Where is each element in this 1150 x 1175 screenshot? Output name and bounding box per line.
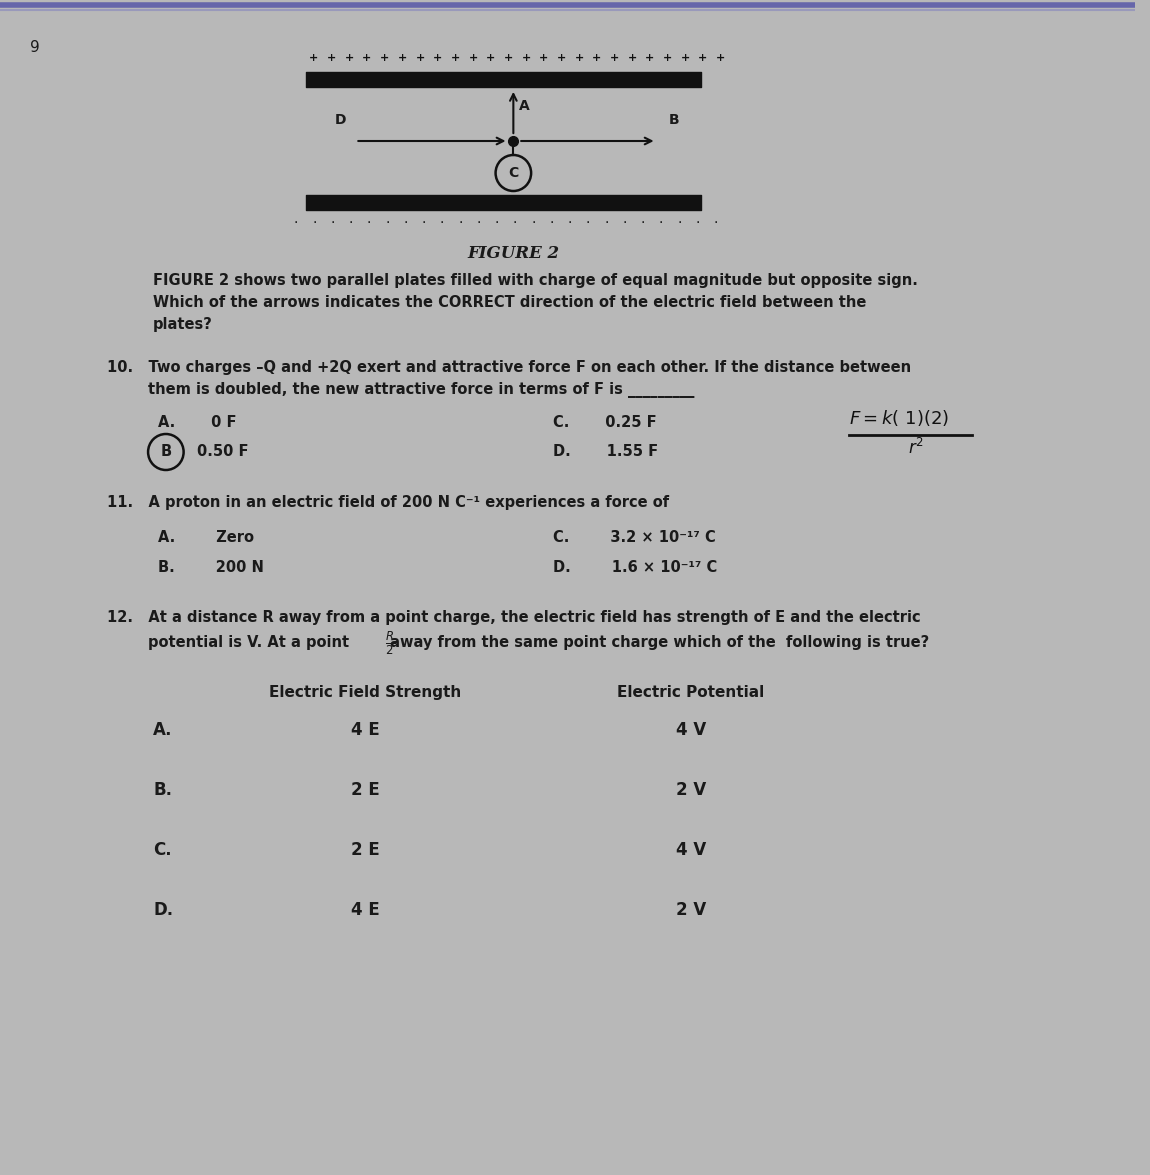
Text: Electric Field Strength: Electric Field Strength — [269, 685, 461, 700]
Text: +: + — [628, 53, 637, 63]
Text: ·: · — [622, 216, 627, 230]
Text: +: + — [698, 53, 707, 63]
Text: +: + — [504, 53, 513, 63]
Text: ·: · — [585, 216, 590, 230]
Text: +: + — [486, 53, 496, 63]
Text: C.: C. — [153, 841, 171, 859]
Text: ·: · — [312, 216, 316, 230]
Text: ·: · — [476, 216, 481, 230]
Text: D.        1.6 × 10⁻¹⁷ C: D. 1.6 × 10⁻¹⁷ C — [553, 560, 718, 575]
Text: C.       0.25 F: C. 0.25 F — [553, 415, 657, 430]
Text: ·: · — [440, 216, 444, 230]
Text: ·: · — [494, 216, 499, 230]
Text: A.       0 F: A. 0 F — [158, 415, 237, 430]
Text: Which of the arrows indicates the CORRECT direction of the electric field betwee: Which of the arrows indicates the CORREC… — [153, 295, 866, 310]
Text: ·: · — [568, 216, 572, 230]
Text: ·: · — [348, 216, 353, 230]
Text: them is doubled, the new attractive force in terms of F is _________: them is doubled, the new attractive forc… — [107, 382, 693, 398]
Text: 2 E: 2 E — [351, 841, 380, 859]
Text: B: B — [160, 444, 171, 459]
Text: B.        200 N: B. 200 N — [158, 560, 263, 575]
Text: +: + — [451, 53, 460, 63]
Text: ·: · — [294, 216, 298, 230]
Text: ·: · — [404, 216, 408, 230]
Text: +: + — [664, 53, 673, 63]
Text: 9: 9 — [30, 40, 39, 55]
Text: A.: A. — [153, 721, 172, 739]
Text: +: + — [415, 53, 424, 63]
Text: $\frac{R}{2}$: $\frac{R}{2}$ — [385, 630, 394, 657]
Text: A.        Zero: A. Zero — [158, 530, 254, 545]
Text: +: + — [398, 53, 407, 63]
Text: 2 V: 2 V — [676, 781, 706, 799]
Text: C: C — [508, 166, 519, 180]
Text: ·: · — [604, 216, 608, 230]
Text: ·: · — [422, 216, 426, 230]
Text: ·: · — [385, 216, 390, 230]
Text: 11.   A proton in an electric field of 200 N C⁻¹ experiences a force of: 11. A proton in an electric field of 200… — [107, 495, 669, 510]
Text: A: A — [520, 99, 530, 113]
Text: $r^2$: $r^2$ — [908, 438, 925, 458]
Text: B: B — [668, 113, 678, 127]
Text: ·: · — [458, 216, 462, 230]
Text: +: + — [345, 53, 354, 63]
Text: D: D — [335, 113, 346, 127]
Text: ·: · — [367, 216, 371, 230]
Text: +: + — [610, 53, 619, 63]
Text: 10.   Two charges –Q and +2Q exert and attractive force F on each other. If the : 10. Two charges –Q and +2Q exert and att… — [107, 360, 911, 375]
Text: $F =k(\ 1)(2)$: $F =k(\ 1)(2)$ — [849, 408, 949, 428]
Text: ·: · — [550, 216, 554, 230]
Text: +: + — [521, 53, 531, 63]
Text: ·: · — [641, 216, 645, 230]
Text: 4 E: 4 E — [351, 901, 380, 919]
Text: FIGURE 2: FIGURE 2 — [467, 246, 559, 262]
Text: D.       1.55 F: D. 1.55 F — [553, 444, 658, 459]
Text: +: + — [362, 53, 371, 63]
Text: potential is V. At a point        away from the same point charge which of the  : potential is V. At a point away from the… — [107, 634, 929, 650]
Text: +: + — [327, 53, 336, 63]
Text: 0.50 F: 0.50 F — [198, 444, 248, 459]
Text: ·: · — [696, 216, 699, 230]
Text: +: + — [645, 53, 654, 63]
Text: +: + — [434, 53, 443, 63]
Text: ·: · — [513, 216, 518, 230]
Text: plates?: plates? — [153, 317, 213, 333]
Text: ·: · — [330, 216, 335, 230]
Text: ·: · — [531, 216, 536, 230]
Text: 2 V: 2 V — [676, 901, 706, 919]
Text: 4 V: 4 V — [676, 721, 706, 739]
Text: +: + — [380, 53, 390, 63]
Text: +: + — [539, 53, 549, 63]
Text: 2 E: 2 E — [351, 781, 380, 799]
Text: 4 E: 4 E — [351, 721, 380, 739]
Text: 12.   At a distance R away from a point charge, the electric field has strength : 12. At a distance R away from a point ch… — [107, 610, 920, 625]
Text: ·: · — [659, 216, 664, 230]
Text: FIGURE 2 shows two parallel plates filled with charge of equal magnitude but opp: FIGURE 2 shows two parallel plates fille… — [153, 273, 918, 288]
Text: +: + — [557, 53, 566, 63]
Text: D.: D. — [153, 901, 174, 919]
Text: C.        3.2 × 10⁻¹⁷ C: C. 3.2 × 10⁻¹⁷ C — [553, 530, 715, 545]
Text: +: + — [575, 53, 584, 63]
Text: Electric Potential: Electric Potential — [618, 685, 765, 700]
Text: +: + — [309, 53, 319, 63]
Text: 4 V: 4 V — [676, 841, 706, 859]
Text: +: + — [468, 53, 477, 63]
Text: ·: · — [677, 216, 682, 230]
Text: B.: B. — [153, 781, 172, 799]
Text: +: + — [681, 53, 690, 63]
Text: ·: · — [713, 216, 718, 230]
Text: +: + — [592, 53, 601, 63]
Text: +: + — [716, 53, 726, 63]
